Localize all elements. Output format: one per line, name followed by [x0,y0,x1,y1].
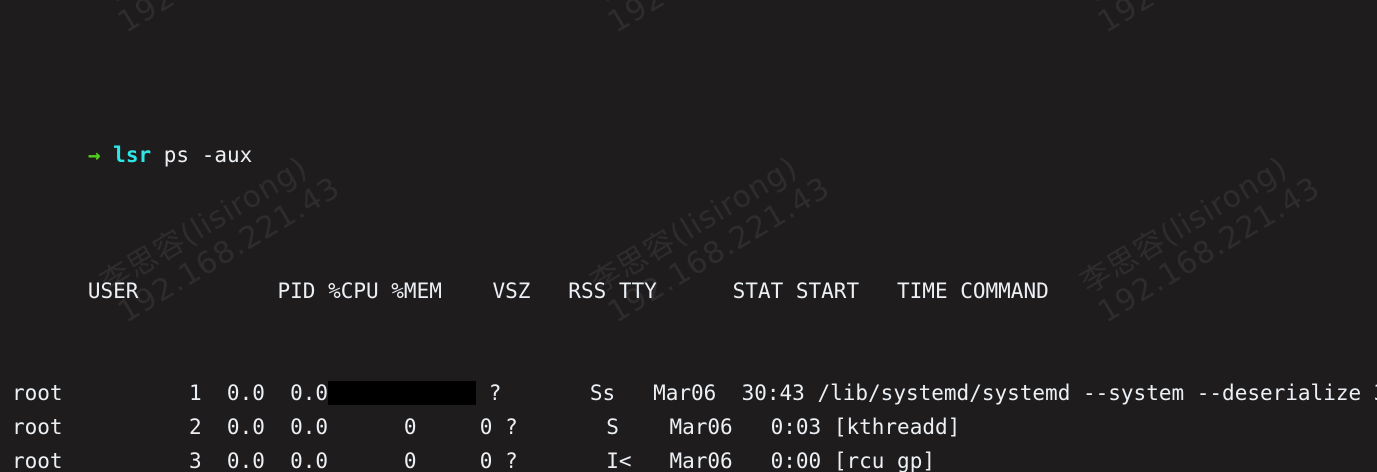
prompt-arrow-icon: → [87,143,101,167]
ps-cell-user: root 1 0.0 0.0 [12,381,329,405]
ps-cell-vsz: 0 0 [328,449,493,472]
ps-cell-tty: ? [476,381,590,405]
prompt-command-name: lsr [113,143,152,167]
ps-header-row: USER PID %CPU %MEM VSZ RSS TTY STAT STAR… [12,240,1377,303]
ps-cell-tty: ? [492,415,607,439]
ps-cell-vsz: 0 0 [328,415,493,439]
ps-cell-time: 0:03 [732,415,822,439]
terminal-screen[interactable]: → lsr ps -aux USER PID %CPU %MEM VSZ RSS… [12,2,1377,472]
prompt-command-args: ps -aux [163,143,253,167]
ps-cell-command: /lib/systemd/systemd --system --deserial… [804,381,1377,405]
ps-cell-stat: I< [606,449,670,472]
ps-row-container: root 1 0.0 0.0 ? Ss Mar06 30:43 /lib/sys… [12,376,1377,472]
ps-row: root 2 0.0 0.0 0 0 ? S Mar06 0:03 [kthre… [12,410,1377,444]
ps-cell-tty: ? [492,449,607,472]
ps-cell-time: 0:00 [732,449,822,472]
ps-cell-stat: S [606,415,670,439]
ps-cell-stat: Ss [589,381,654,405]
redaction-bar [328,381,477,405]
ps-cell-start: Mar06 [669,415,733,439]
ps-row: root 3 0.0 0.0 0 0 ? I< Mar06 0:00 [rcu_… [12,444,1377,472]
ps-cell-command: [kthreadd] [821,415,961,439]
ps-cell-user: root 2 0.0 0.0 [12,415,329,439]
ps-cell-start: Mar06 [669,449,733,472]
ps-cell-user: root 3 0.0 0.0 [12,449,329,472]
ps-cell-time: 30:43 [716,381,805,405]
ps-header-text: USER PID %CPU %MEM VSZ RSS TTY STAT STAR… [87,279,1049,303]
ps-cell-command: [rcu_gp] [821,449,935,472]
ps-cell-start: Mar06 [653,381,717,405]
prompt-line[interactable]: → lsr ps -aux [12,104,1377,167]
ps-row: root 1 0.0 0.0 ? Ss Mar06 30:43 /lib/sys… [12,376,1377,410]
